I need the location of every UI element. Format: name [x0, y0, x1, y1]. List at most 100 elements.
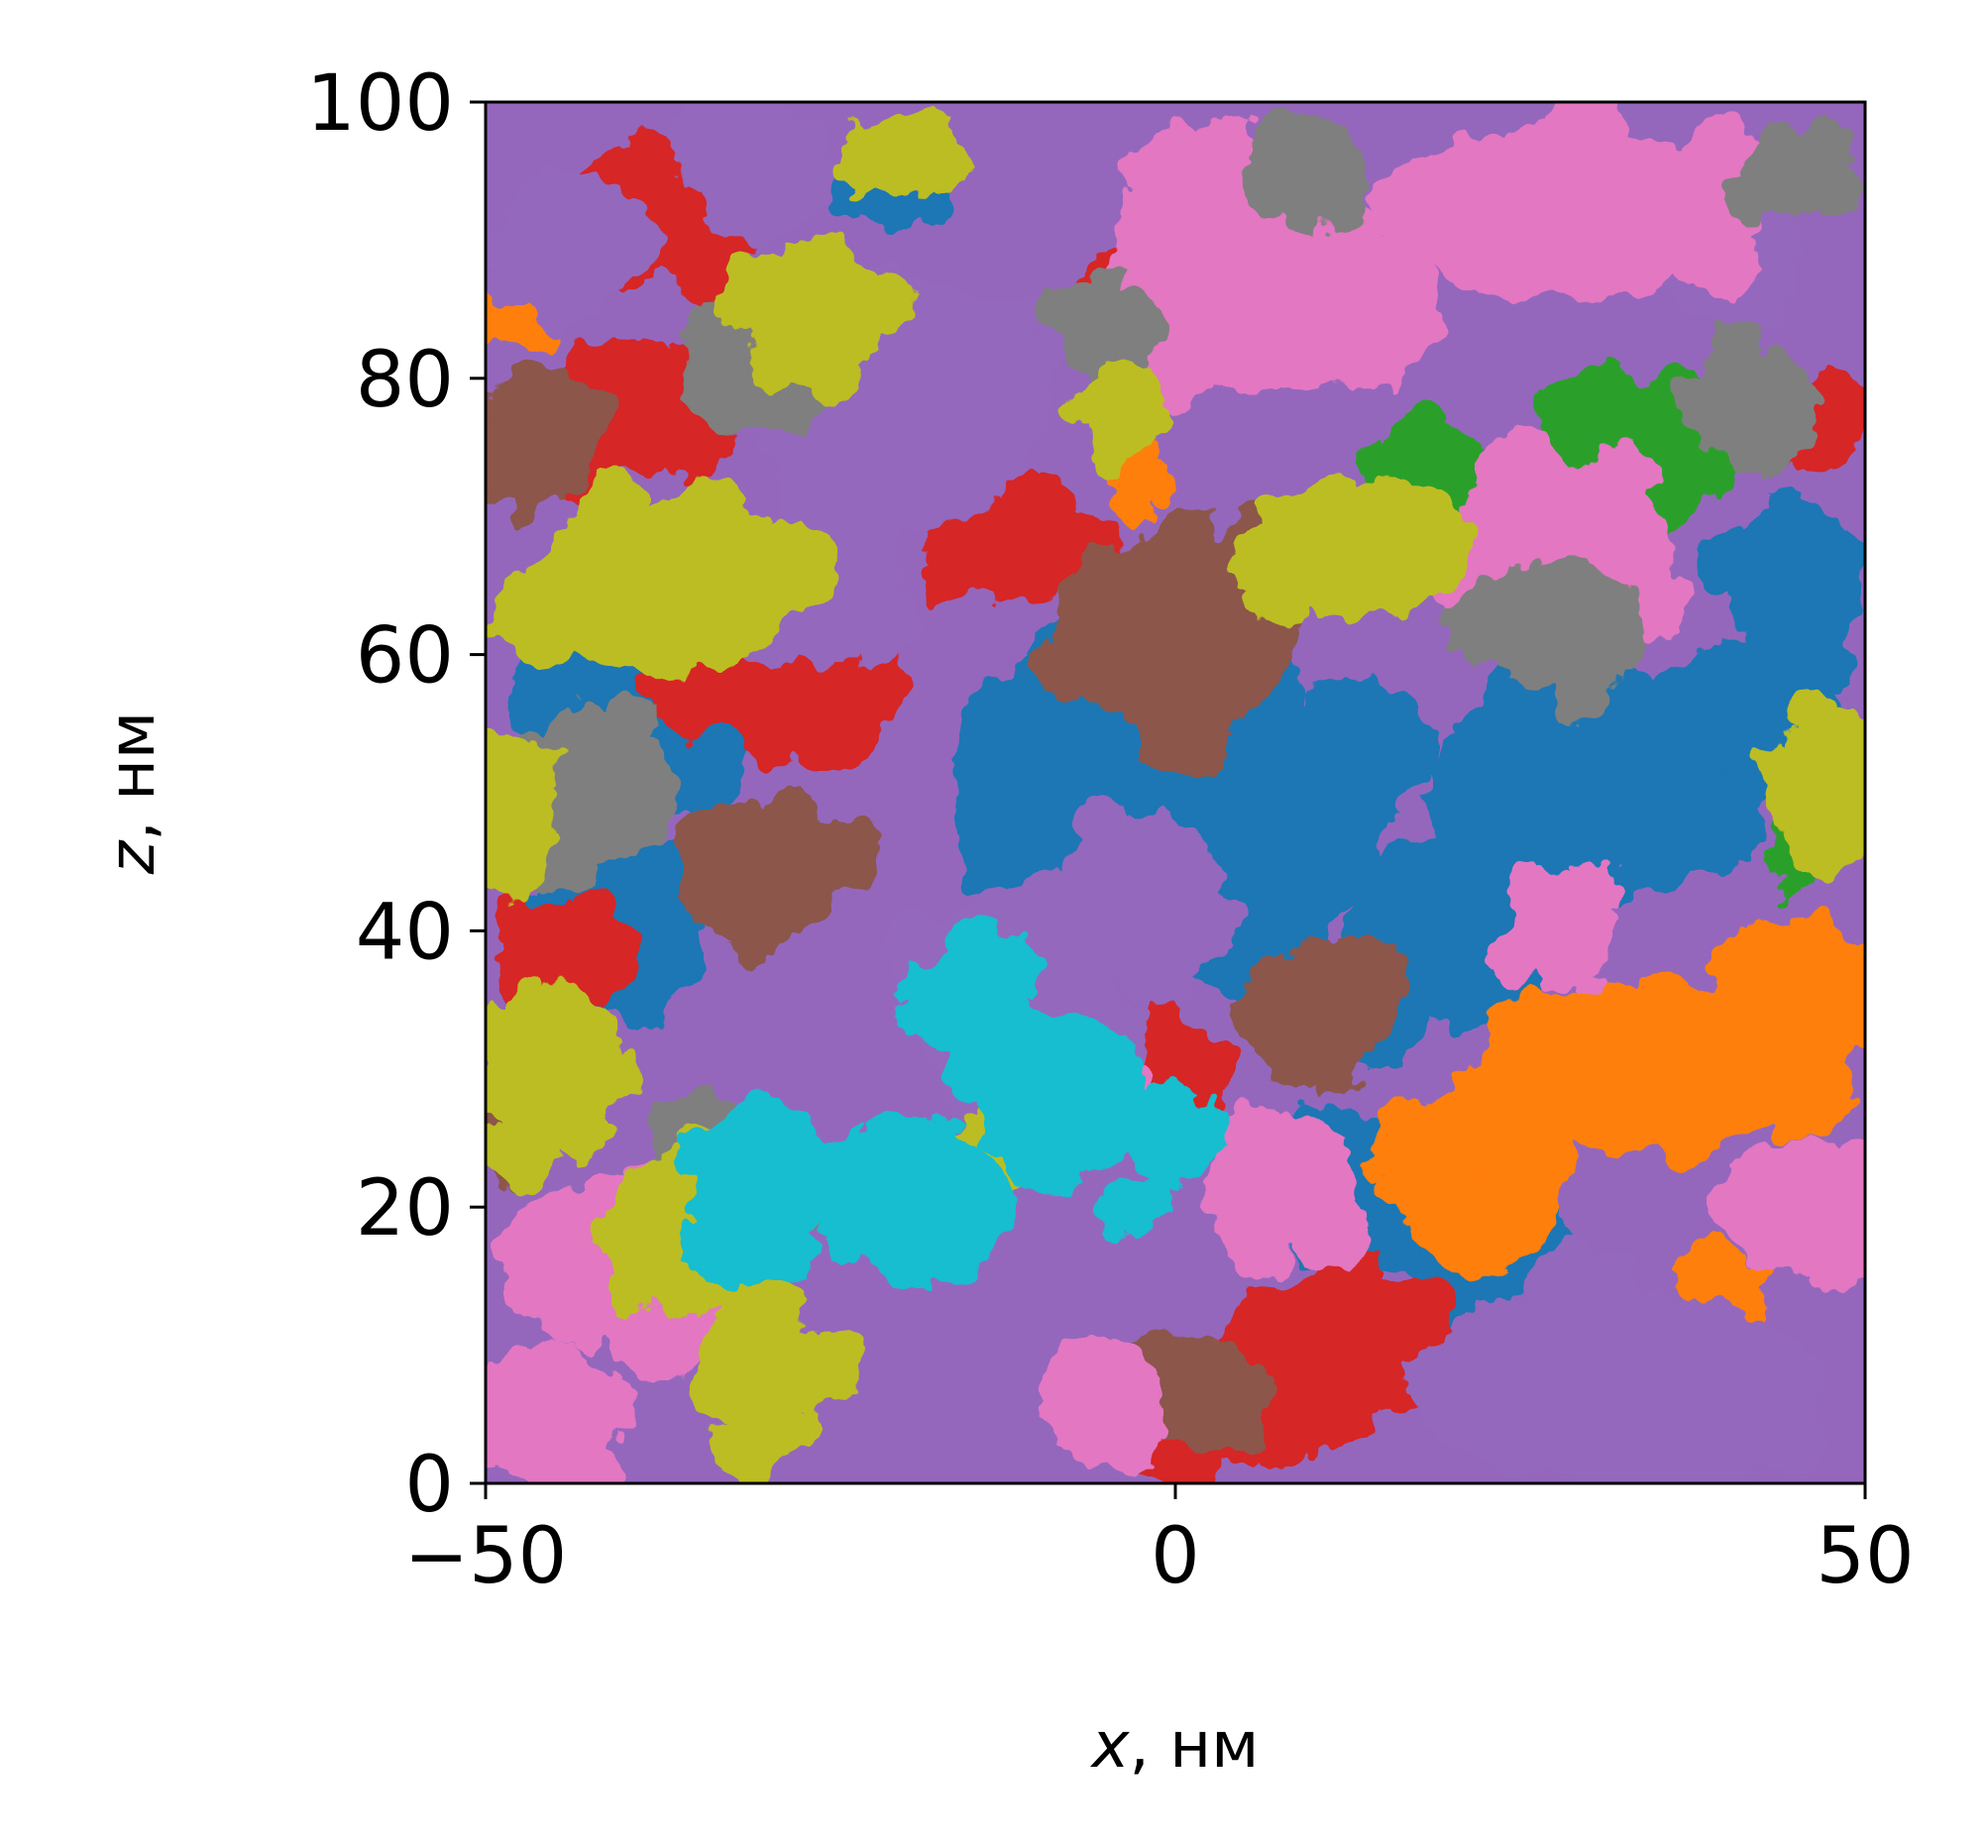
cluster-lobe [1838, 169, 1863, 194]
cluster-lobe [1751, 1038, 1851, 1139]
cluster-lobe [1124, 666, 1199, 741]
cluster-lobe [777, 1136, 860, 1219]
cluster-lobe [1286, 1179, 1363, 1256]
cluster-lobe [1756, 220, 1803, 267]
cluster-lobe [1643, 452, 1709, 517]
cluster-lobe [1088, 372, 1111, 395]
cluster-lobe [1127, 1130, 1159, 1161]
cluster-lobe [577, 390, 618, 432]
cluster-lobe [611, 1276, 647, 1312]
cluster-lobe [1709, 1163, 1782, 1237]
cluster-lobe [489, 409, 526, 447]
cluster-lobe [706, 102, 773, 160]
cluster-lobe [1641, 189, 1718, 267]
cluster-lobe [1076, 800, 1131, 854]
cluster-lobe [1133, 400, 1176, 443]
cluster-blob [1686, 350, 1824, 462]
cluster-lobe [648, 635, 699, 686]
cluster-lobe [586, 334, 631, 380]
cluster-lobe [1227, 874, 1306, 953]
y-tick-label: 80 [356, 336, 454, 425]
cluster-lobe [1747, 428, 1795, 476]
cluster-lobe [516, 739, 565, 788]
cluster-lobe [1244, 154, 1307, 217]
cluster-lobe [1380, 1098, 1438, 1155]
cluster-lobe [1148, 1209, 1165, 1227]
cluster-lobe [1383, 1141, 1428, 1185]
cluster-lobe [578, 470, 645, 537]
cluster-lobe [1612, 695, 1673, 756]
cluster-lobe [604, 1386, 638, 1422]
x-tick-label: 50 [1816, 1512, 1914, 1601]
cluster-series-6 [486, 364, 1408, 1461]
cluster-lobe [1429, 238, 1474, 282]
cluster-series-10 [672, 914, 1231, 1290]
cluster-lobe [1186, 1413, 1230, 1457]
cluster-lobe [708, 400, 744, 437]
cluster-lobe [602, 202, 644, 245]
cluster-lobe [1024, 476, 1078, 530]
cluster-lobe [1753, 1406, 1824, 1477]
cluster-lobe [1102, 1215, 1131, 1243]
cluster-lobe [874, 197, 911, 234]
cluster-lobe [1535, 956, 1575, 995]
cluster-lobe [1015, 707, 1072, 765]
cluster-lobe [1167, 1083, 1199, 1116]
cluster-lobe [1234, 244, 1381, 391]
cluster-lobe [1685, 1392, 1751, 1459]
cluster-lobe [1556, 1088, 1599, 1131]
cluster-lobe [979, 1107, 1032, 1159]
cluster-lobe [1524, 1241, 1639, 1357]
cluster-lobe [662, 416, 727, 483]
cluster-lobe [499, 318, 526, 345]
cluster-lobe [1824, 803, 1865, 850]
cluster-lobe [615, 1191, 659, 1235]
y-tick-label: 100 [306, 59, 454, 149]
cluster-lobe [1230, 532, 1283, 585]
y-tick-label: 0 [404, 1441, 454, 1530]
x-axis: −50 0 50 [404, 1483, 1915, 1601]
y-axis: 0 20 40 60 80 100 [306, 59, 486, 1530]
cluster-lobe [1822, 186, 1855, 218]
cluster-lobe [544, 1443, 625, 1483]
cluster-lobe [536, 271, 601, 335]
cluster-lobe [850, 281, 903, 335]
cluster-lobe [746, 901, 797, 951]
cluster-lobe [787, 148, 843, 204]
cluster-lobe [672, 141, 727, 196]
cluster-lobe [1696, 525, 1766, 596]
cluster-lobe [587, 1214, 625, 1252]
cluster-lobe [1539, 360, 1638, 459]
cluster-lobe [490, 866, 521, 898]
cluster-lobe [1121, 807, 1189, 876]
cluster-lobe [1732, 356, 1767, 389]
y-axis-unit: , нм [96, 711, 169, 841]
cluster-lobe [1254, 1399, 1319, 1465]
cluster-lobe [1077, 285, 1103, 311]
x-axis-variable: x [1090, 1709, 1131, 1783]
cluster-lobe [512, 487, 548, 523]
cluster-lobe [591, 921, 633, 963]
cluster-lobe [1824, 1141, 1865, 1221]
cluster-lobe [1132, 1413, 1163, 1445]
cluster-lobe [810, 819, 880, 890]
x-tick-label: −50 [404, 1512, 568, 1601]
cluster-lobe [1585, 446, 1656, 517]
cluster-lobe [919, 560, 961, 602]
cluster-lobe [1147, 466, 1174, 493]
cluster-lobe [486, 731, 523, 778]
cluster-lobe [623, 135, 673, 184]
cluster-lobe [1809, 1228, 1865, 1292]
cluster-lobe [712, 1278, 773, 1340]
cluster-lobe [892, 993, 936, 1036]
cluster-lobe [1831, 940, 1865, 1024]
cluster-lobe [773, 819, 824, 870]
cluster-lobe [486, 848, 500, 872]
cluster-lobe [587, 1050, 641, 1105]
cluster-lobe [773, 659, 885, 770]
cluster-lobe [1782, 821, 1815, 854]
cluster-lobe [486, 433, 534, 492]
cluster-lobe [1739, 288, 1790, 339]
cluster-lobe [1672, 379, 1732, 439]
cluster-lobe [1756, 119, 1799, 162]
